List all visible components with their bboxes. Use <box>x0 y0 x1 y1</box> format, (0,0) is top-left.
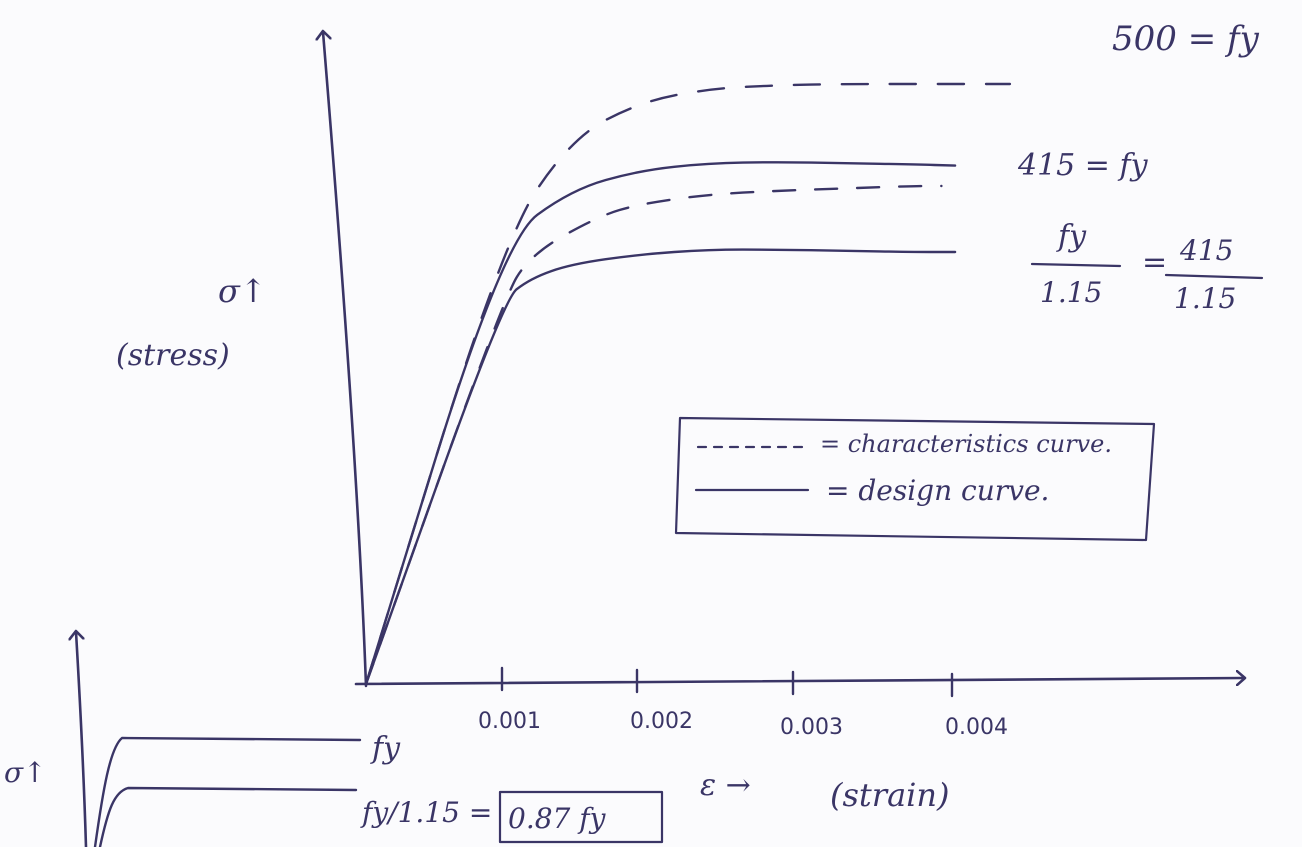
annotation-fy415: 415 = fy <box>1017 148 1149 183</box>
x-tick-label: 0.001 <box>478 709 541 734</box>
chart-legend: = characteristics curve. = design curve. <box>674 416 1156 542</box>
legend-label-characteristic: = characteristics curve. <box>820 430 1112 458</box>
x-tick-label: 0.002 <box>630 709 693 734</box>
design-fraction-denominator: 1.15 <box>1040 276 1102 309</box>
design-fraction-equals: = <box>1142 245 1167 280</box>
inset-curve-fy <box>93 736 362 847</box>
inset-y-symbol: σ↑ <box>4 756 47 789</box>
legend-box <box>674 416 1156 542</box>
series-design-fy415 <box>364 248 957 686</box>
x-axis-label: (strain) <box>830 776 949 814</box>
inset-y-axis <box>76 632 88 847</box>
y-axis-symbol: σ↑ <box>218 272 267 310</box>
inset-boxed-result-frame <box>498 790 664 844</box>
series-design-fy500 <box>364 161 957 686</box>
inset-label-fy: fy <box>370 731 401 766</box>
inset-label-design: fy/1.15 = <box>360 796 492 829</box>
inset-curve-design <box>98 786 358 847</box>
legend-label-design: = design curve. <box>826 474 1049 507</box>
y-axis-label: (stress) <box>116 338 230 373</box>
annotation-fy500: 500 = fy <box>1112 19 1260 59</box>
series-characteristic-fy500 <box>364 82 1012 686</box>
inset-stress-strain-chart: σ↑ fy fy/1.15 = 0.87 fy <box>4 632 664 847</box>
inset-boxed-result: 0.87 fy <box>508 802 607 835</box>
design-fraction-numerator-2: 415 <box>1179 234 1233 267</box>
design-fraction-denominator-2: 1.15 <box>1174 282 1236 315</box>
main-x-axis <box>354 678 1244 684</box>
design-fraction-numerator: fy <box>1056 219 1087 254</box>
annotation-design-fraction: fy 1.15 = 415 1.15 <box>1030 219 1264 315</box>
main-y-axis <box>323 32 368 688</box>
design-fraction-bar-2 <box>1164 273 1264 280</box>
design-fraction-bar <box>1030 262 1122 268</box>
x-tick-label: 0.004 <box>945 715 1008 740</box>
x-tick-label: 0.003 <box>780 715 843 740</box>
x-axis-symbol: ε → <box>700 768 751 803</box>
main-stress-strain-chart: 0.001 0.002 0.003 0.004 500 = fy 415 = f… <box>116 19 1264 814</box>
series-characteristic-fy415 <box>364 184 943 686</box>
